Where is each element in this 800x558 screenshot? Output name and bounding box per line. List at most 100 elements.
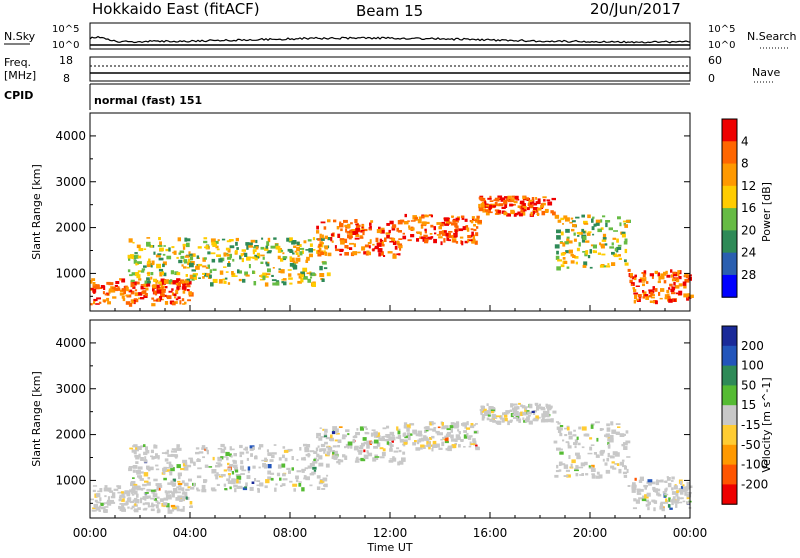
power-echo-cell: [624, 259, 627, 263]
velocity-echo-cell: [129, 489, 133, 493]
power-echo-cell: [267, 237, 271, 243]
power-echo-cell: [297, 255, 300, 257]
power-echo-cell: [163, 245, 166, 247]
power-echo-cell: [494, 197, 500, 201]
velocity-echo-cell: [239, 451, 245, 455]
power-echo-cell: [112, 296, 117, 299]
power-echo-cell: [468, 239, 473, 242]
power-echo-cell: [183, 288, 187, 291]
power-echo-cell: [225, 271, 229, 273]
velocity-echo-cell: [150, 489, 156, 492]
power-echo-cell: [592, 233, 595, 236]
power-echo-cell: [378, 226, 381, 230]
velocity-echo-cell: [516, 418, 521, 422]
velocity-echo-cell: [417, 432, 422, 437]
velocity-echo-cell: [679, 480, 683, 485]
velocity-echo-cell: [303, 475, 307, 479]
power-echo-cell: [300, 274, 305, 277]
velocity-echo-cell: [163, 477, 167, 481]
power-echo-cell: [218, 258, 223, 263]
velocity-echo-cell: [616, 463, 620, 466]
velocity-echo-cell: [155, 455, 160, 459]
power-echo-cell: [182, 243, 186, 247]
power-echo-cell: [613, 254, 619, 258]
velocity-echo-cell: [567, 445, 572, 449]
power-echo-cell: [545, 208, 549, 213]
power-echo-cell: [133, 299, 136, 305]
velocity-echo-cell: [576, 436, 579, 440]
velocity-echo-cell: [513, 416, 518, 419]
velocity-echo-cell: [370, 441, 374, 444]
velocity-echo-cell: [277, 464, 282, 469]
power-echo-cell: [487, 203, 492, 206]
velocity-echo-cell: [450, 422, 455, 425]
velocity-echo-cell: [189, 505, 193, 507]
power-echo-cells: [90, 195, 694, 307]
power-echo-cell: [289, 250, 294, 253]
x-tick-label: 00:00: [673, 526, 708, 540]
power-echo-cell: [130, 280, 134, 285]
velocity-echo-cell: [293, 488, 296, 492]
power-echo-cell: [123, 289, 126, 294]
velocity-echo-cell: [215, 475, 219, 480]
velocity-echo-cell: [323, 433, 328, 436]
power-echo-cell: [391, 226, 396, 231]
power-echo-cell: [182, 283, 186, 288]
power-echo-cell: [282, 252, 285, 255]
power-echo-cell: [162, 253, 166, 256]
velocity-echo-cell: [170, 504, 176, 508]
power-echo-cell: [281, 279, 285, 281]
power-echo-cell: [211, 241, 216, 246]
velocity-echo-cell: [318, 462, 324, 467]
power-echo-cell: [131, 257, 135, 260]
power-echo-cell: [394, 245, 398, 250]
power-echo-cell: [520, 209, 524, 213]
power-echo-cell: [631, 283, 634, 286]
power-echo-cell: [436, 222, 442, 225]
velocity-echo-cell: [651, 481, 656, 485]
velocity-echo-cell: [441, 422, 444, 427]
velocity-echo-cell: [614, 463, 619, 465]
power-echo-cell: [430, 224, 434, 228]
power-echo-cell: [186, 266, 190, 269]
power-echo-cell: [372, 243, 375, 246]
power-echo-cell: [260, 246, 265, 250]
velocity-echo-cell: [261, 459, 265, 462]
velocity-echo-cell: [398, 449, 402, 453]
power-echo-cell: [444, 223, 449, 226]
power-echo-cell: [322, 261, 327, 265]
velocity-echo-cell: [619, 433, 625, 437]
velocity-echo-cell: [155, 468, 160, 471]
velocity-echo-cell: [171, 493, 175, 498]
power-echo-cell: [289, 256, 292, 261]
velocity-echo-cell: [282, 478, 288, 481]
velocity-echo-cell: [456, 436, 461, 441]
power-echo-cell: [253, 281, 257, 286]
velocity-echo-cell: [441, 441, 445, 447]
power-echo-cell: [178, 259, 183, 264]
power-echo-cell: [624, 248, 628, 254]
velocity-echo-cell: [565, 469, 570, 472]
velocity-echo-cell: [342, 434, 345, 437]
velocity-echo-cell: [256, 484, 262, 487]
power-echo-cell: [90, 288, 94, 290]
velocity-echo-cell: [601, 428, 604, 431]
power-echo-cell: [475, 232, 479, 237]
velocity-echo-cell: [447, 446, 452, 452]
velocity-echo-cell: [662, 491, 666, 494]
power-echo-cell: [535, 201, 541, 205]
power-echo-cell: [420, 236, 426, 240]
power-echo-cell: [289, 237, 293, 242]
velocity-echo-cell: [236, 487, 240, 489]
velocity-echo-cell: [145, 492, 149, 494]
power-echo-cell: [311, 282, 316, 287]
power-echo-cell: [121, 278, 126, 283]
velocity-echo-cell: [325, 463, 330, 468]
power-echo-cell: [187, 299, 191, 302]
power-echo-cell: [343, 238, 348, 243]
power-echo-cell: [289, 262, 295, 267]
power-echo-cell: [510, 204, 514, 207]
velocity-echo-cell: [632, 482, 636, 486]
velocity-echo-cell: [581, 446, 585, 449]
power-echo-cell: [235, 241, 238, 246]
